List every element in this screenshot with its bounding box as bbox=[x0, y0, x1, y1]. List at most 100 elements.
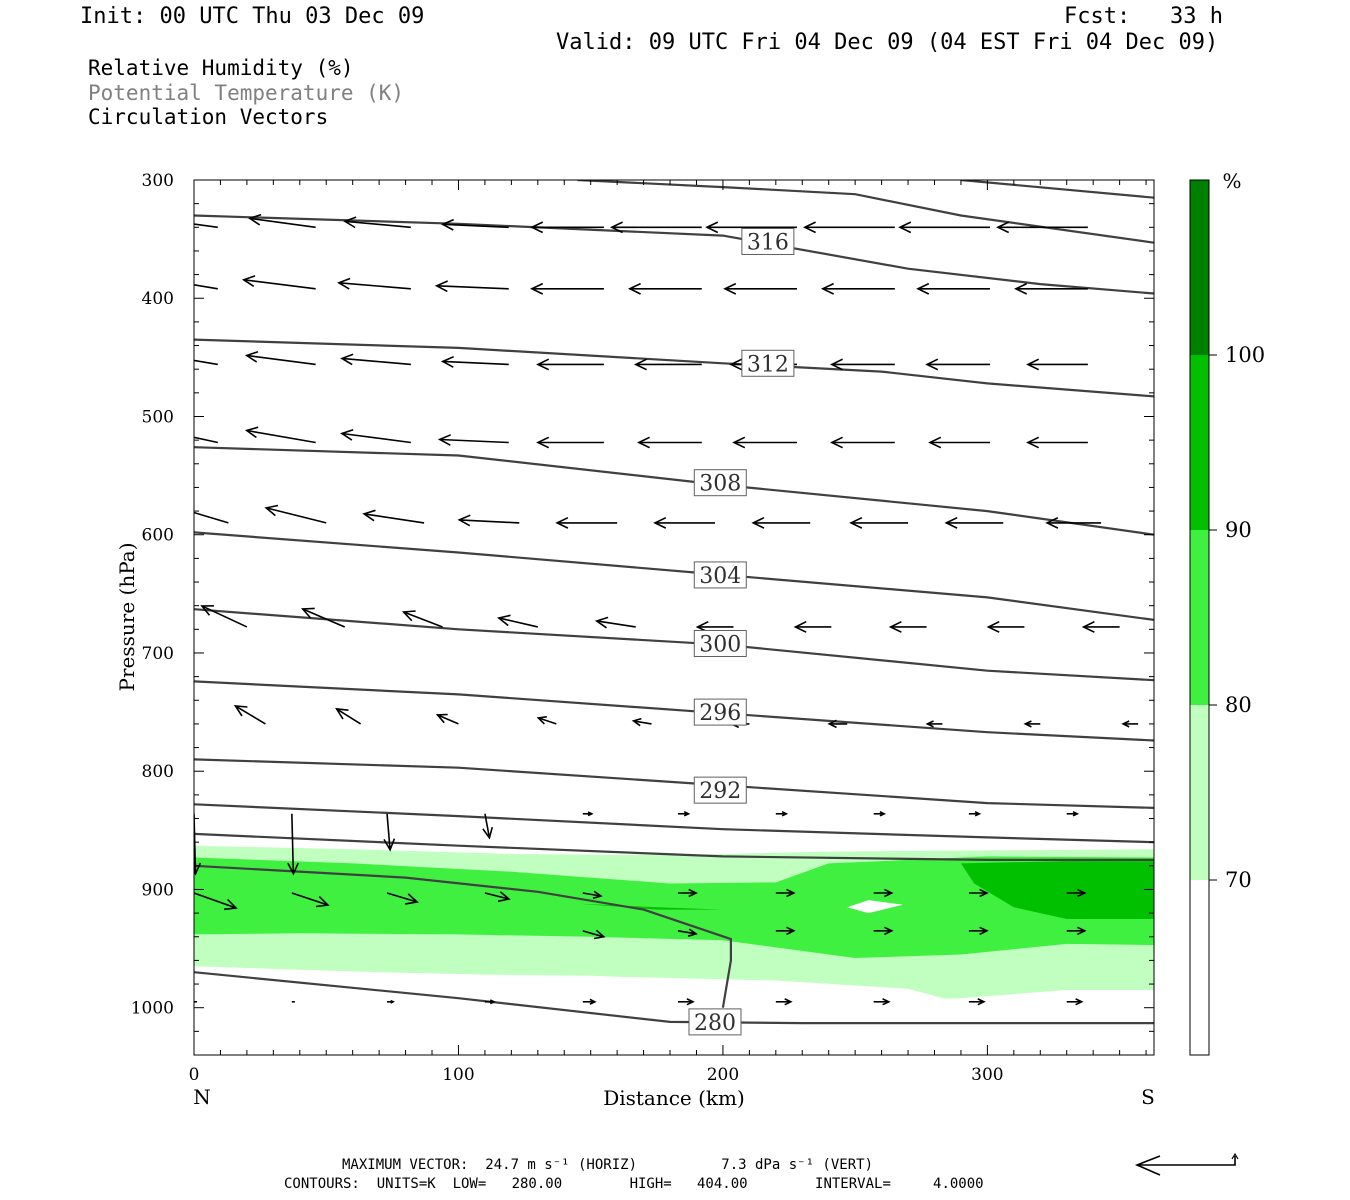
vector-arrow bbox=[457, 514, 520, 527]
vector-head bbox=[1026, 358, 1040, 371]
vector-shaft bbox=[246, 354, 316, 366]
vector-head bbox=[301, 607, 315, 619]
vector-head bbox=[1075, 998, 1084, 1006]
y-tick-label: 900 bbox=[142, 880, 174, 900]
vector-arrow bbox=[291, 892, 330, 908]
vector-head bbox=[146, 349, 158, 359]
contour-label-box-308 bbox=[693, 469, 747, 497]
rh-region-90-2 bbox=[960, 861, 1154, 919]
reference-vector-head bbox=[1134, 1155, 1161, 1176]
vector-head bbox=[732, 436, 746, 449]
contour-label-312: 312 bbox=[747, 352, 789, 377]
vector-arrow bbox=[968, 888, 989, 898]
vector-head bbox=[233, 704, 248, 717]
vector-shaft bbox=[582, 930, 604, 938]
y-tick-label: 500 bbox=[142, 407, 174, 427]
vector-arrow bbox=[194, 892, 238, 911]
vector-head bbox=[1081, 620, 1095, 633]
contour-label-280: 280 bbox=[694, 1011, 736, 1036]
theta-contour-292 bbox=[194, 758, 1154, 809]
x-tick-label: 200 bbox=[707, 1065, 739, 1085]
vector-arrow bbox=[873, 888, 894, 898]
vector-arrow bbox=[627, 282, 702, 295]
rh-hole-1 bbox=[524, 977, 961, 1026]
y-tick-label: 300 bbox=[142, 171, 174, 191]
y-axis-title: Pressure (hPa) bbox=[115, 543, 139, 692]
vector-arrow bbox=[241, 275, 316, 290]
vector-arrow bbox=[775, 998, 793, 1006]
vector-arrow bbox=[916, 282, 991, 295]
vector-arrow bbox=[1023, 720, 1041, 728]
x-end-label-left: N bbox=[193, 1085, 211, 1109]
vector-head bbox=[340, 353, 354, 366]
vector-arrow bbox=[677, 998, 695, 1006]
vector-head bbox=[636, 436, 650, 449]
vector-arrow bbox=[677, 928, 698, 937]
vector-head bbox=[594, 616, 609, 629]
vector-arrow bbox=[536, 716, 557, 725]
vector-head bbox=[530, 221, 544, 234]
vector-head bbox=[497, 891, 511, 903]
circulation-vectors bbox=[146, 213, 1139, 1006]
relative-humidity-fill bbox=[194, 845, 1154, 1026]
contour-label-304: 304 bbox=[699, 564, 741, 589]
theta-contour-312 bbox=[194, 338, 1154, 398]
vector-arrow bbox=[536, 436, 604, 449]
vector-head bbox=[687, 928, 698, 937]
vector-arrow bbox=[233, 704, 266, 725]
vector-head bbox=[888, 620, 902, 633]
vector-head bbox=[536, 716, 547, 725]
y-tick-label: 400 bbox=[142, 289, 174, 309]
vector-head bbox=[627, 282, 641, 295]
vector-arrow bbox=[793, 620, 832, 633]
contour-label-box-300 bbox=[693, 630, 747, 658]
vector-shaft bbox=[633, 720, 652, 725]
vector-shaft bbox=[194, 511, 229, 524]
vector-head bbox=[884, 926, 894, 936]
vector-shaft bbox=[538, 717, 557, 725]
vector-arrow bbox=[582, 998, 597, 1005]
vector-head bbox=[589, 998, 597, 1005]
vector-arrow bbox=[1014, 282, 1088, 295]
vector-head bbox=[244, 350, 259, 363]
vector-head bbox=[390, 999, 395, 1004]
vector-arrow bbox=[340, 428, 411, 444]
vector-arrow bbox=[968, 810, 982, 817]
init-time: Init: 00 UTC Thu 03 Dec 09 bbox=[80, 4, 425, 29]
vector-arrow bbox=[582, 811, 594, 817]
vector-head bbox=[829, 436, 843, 449]
vector-arrow bbox=[986, 620, 1025, 633]
vector-head bbox=[362, 509, 376, 522]
vector-head bbox=[1026, 436, 1040, 449]
vector-arrow bbox=[401, 610, 443, 628]
vector-head bbox=[829, 358, 843, 371]
vector-shaft bbox=[437, 714, 459, 725]
vector-head bbox=[986, 620, 1000, 633]
reference-vector-vertical-head bbox=[1231, 1152, 1239, 1160]
vector-head bbox=[925, 358, 939, 371]
colorbar-segment bbox=[1190, 355, 1209, 530]
vector-arrow bbox=[873, 810, 887, 817]
legend-circulation-vectors: Circulation Vectors bbox=[88, 105, 329, 129]
vector-shaft bbox=[442, 360, 509, 366]
vector-arrow bbox=[723, 282, 797, 295]
vector-arrow bbox=[677, 888, 698, 898]
vector-shaft bbox=[484, 813, 491, 838]
vector-arrow bbox=[925, 358, 991, 371]
colorbar-segment bbox=[1190, 530, 1209, 705]
vector-head bbox=[751, 516, 765, 529]
rh-region-90-3 bbox=[577, 903, 723, 910]
vector-head bbox=[337, 277, 351, 290]
theta-contour-308 bbox=[194, 446, 1154, 536]
colorbar-segment bbox=[1190, 880, 1209, 1055]
reference-vector bbox=[1134, 1152, 1239, 1176]
vector-head bbox=[802, 221, 816, 234]
theta-contour-316 bbox=[577, 180, 1154, 244]
vector-shaft bbox=[249, 217, 316, 229]
vector-head bbox=[287, 862, 300, 876]
vector-arrow bbox=[301, 607, 346, 628]
vector-arrow bbox=[1066, 810, 1080, 817]
vector-head bbox=[688, 888, 698, 898]
vector-shaft bbox=[201, 605, 248, 628]
vector-arrow bbox=[484, 891, 511, 903]
